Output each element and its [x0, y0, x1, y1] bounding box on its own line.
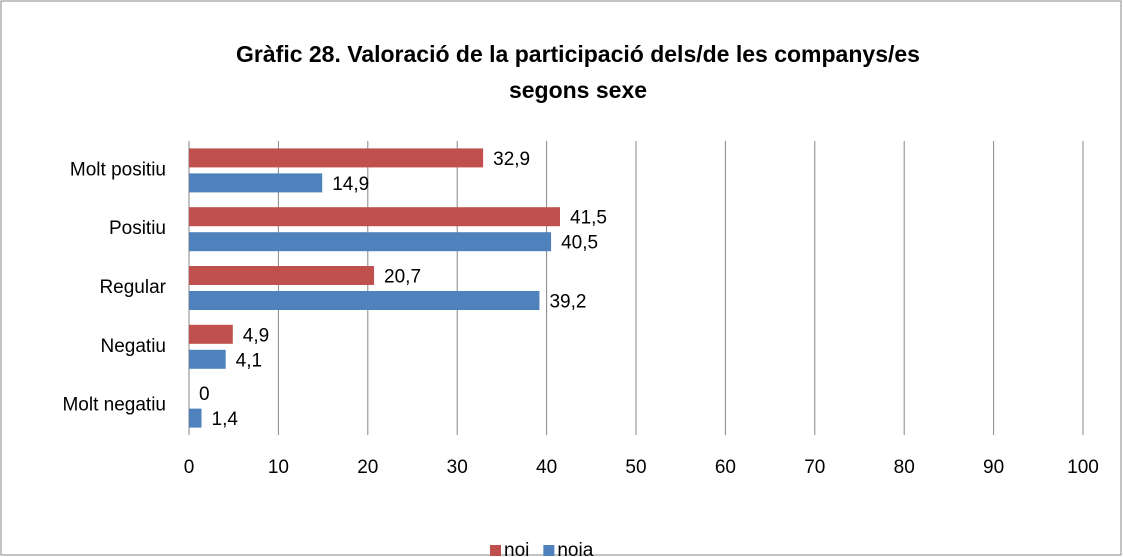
- x-tick-label: 70: [804, 457, 825, 478]
- legend-label: noi: [504, 540, 529, 557]
- y-tick-label: Molt positiu: [70, 159, 166, 180]
- bar: [189, 207, 561, 227]
- data-label: 41,5: [570, 208, 607, 229]
- x-tick-label: 10: [268, 457, 289, 478]
- y-tick-label: Molt negatiu: [62, 395, 166, 416]
- x-tick-label: 80: [894, 457, 915, 478]
- bar: [189, 266, 375, 285]
- data-label: 1,4: [212, 409, 239, 430]
- data-label: 39,2: [549, 292, 586, 313]
- data-label: 40,5: [561, 233, 598, 254]
- x-tick-label: 20: [357, 457, 378, 478]
- x-tick-label: 100: [1067, 457, 1099, 478]
- bar: [189, 349, 226, 369]
- bar: [189, 324, 233, 344]
- legend-swatch: [490, 545, 501, 556]
- bar: [189, 291, 540, 310]
- bar: [189, 173, 323, 193]
- bar: [189, 232, 552, 252]
- data-label: 14,9: [332, 174, 369, 195]
- chart-title: segons sexe: [509, 77, 647, 103]
- data-label: 4,1: [236, 350, 262, 371]
- y-tick-label: Positiu: [109, 218, 166, 239]
- chart-title: Gràfic 28. Valoració de la participació …: [236, 41, 920, 67]
- x-tick-label: 50: [625, 457, 646, 478]
- x-tick-label: 90: [983, 457, 1004, 478]
- data-label: 32,9: [493, 149, 530, 170]
- x-tick-label: 30: [447, 457, 468, 478]
- data-label: 20,7: [384, 267, 421, 288]
- data-label: 4,9: [243, 325, 269, 346]
- data-label: 0: [199, 384, 210, 405]
- bar: [189, 148, 484, 168]
- y-tick-label: Negatiu: [101, 336, 167, 357]
- legend-swatch: [543, 545, 555, 556]
- bar: [189, 408, 202, 428]
- x-tick-label: 40: [536, 457, 557, 478]
- x-tick-label: 0: [184, 457, 195, 478]
- legend-label: noia: [557, 540, 593, 557]
- y-tick-label: Regular: [99, 277, 166, 298]
- x-tick-label: 60: [715, 457, 736, 478]
